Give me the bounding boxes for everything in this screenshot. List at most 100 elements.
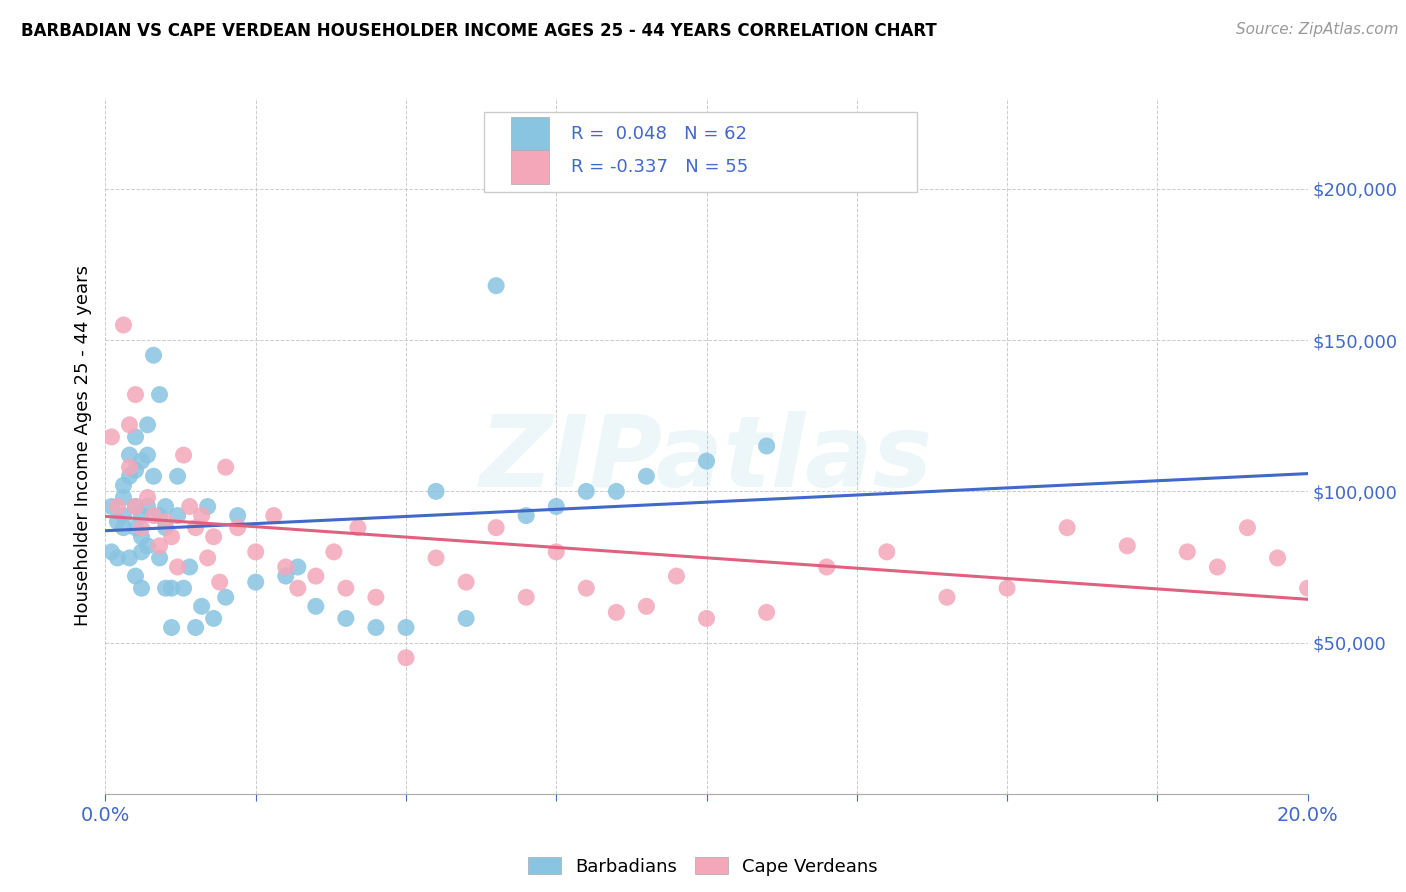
Point	[995, 581, 1018, 595]
Point	[131, 581, 153, 595]
Point	[118, 448, 141, 462]
Point	[274, 560, 297, 574]
Point	[124, 500, 146, 514]
Point	[190, 599, 212, 614]
Point	[546, 545, 568, 559]
Point	[364, 591, 387, 605]
Point	[515, 591, 537, 605]
Point	[575, 484, 598, 499]
Point	[124, 387, 146, 401]
Point	[636, 469, 658, 483]
Point	[485, 521, 508, 535]
Point	[208, 575, 231, 590]
Point	[179, 560, 201, 574]
Point	[190, 508, 212, 523]
Point	[1056, 521, 1078, 535]
Point	[364, 620, 387, 634]
Point	[131, 530, 153, 544]
Point	[124, 500, 146, 514]
Point	[1296, 581, 1319, 595]
Point	[936, 591, 959, 605]
Point	[166, 560, 188, 574]
Point	[395, 650, 418, 665]
Point	[136, 417, 159, 432]
Point	[148, 508, 170, 523]
Point	[575, 581, 598, 595]
Point	[107, 500, 129, 514]
Point	[1175, 545, 1198, 559]
Point	[118, 469, 141, 483]
Point	[124, 463, 146, 477]
Point	[124, 569, 146, 583]
Point	[1236, 521, 1258, 535]
Point	[173, 448, 195, 462]
Point	[184, 620, 207, 634]
Text: ZIPatlas: ZIPatlas	[479, 411, 934, 508]
Point	[202, 530, 225, 544]
Point	[131, 545, 153, 559]
Text: R = -0.337   N = 55: R = -0.337 N = 55	[571, 158, 748, 176]
Point	[136, 539, 159, 553]
Point	[335, 581, 357, 595]
Point	[160, 620, 183, 634]
Point	[118, 417, 141, 432]
Bar	[484, 112, 917, 192]
Point	[118, 460, 141, 475]
Point	[173, 581, 195, 595]
Point	[454, 611, 477, 625]
Point	[425, 484, 447, 499]
Point	[322, 545, 344, 559]
Point	[100, 500, 122, 514]
Point	[287, 560, 309, 574]
Point	[226, 508, 249, 523]
Point	[605, 606, 627, 620]
Point	[124, 521, 146, 535]
Point	[454, 575, 477, 590]
Point	[515, 508, 537, 523]
Point	[1267, 550, 1289, 565]
Point	[112, 508, 135, 523]
Point	[274, 569, 297, 583]
Point	[184, 521, 207, 535]
Point	[425, 550, 447, 565]
Point	[214, 460, 236, 475]
Point	[197, 500, 219, 514]
Point	[155, 581, 177, 595]
Bar	[510, 117, 548, 150]
Point	[876, 545, 898, 559]
Text: BARBADIAN VS CAPE VERDEAN HOUSEHOLDER INCOME AGES 25 - 44 YEARS CORRELATION CHAR: BARBADIAN VS CAPE VERDEAN HOUSEHOLDER IN…	[21, 22, 936, 40]
Point	[335, 611, 357, 625]
Point	[226, 521, 249, 535]
Point	[155, 515, 177, 529]
Point	[546, 500, 568, 514]
Point	[605, 484, 627, 499]
Point	[160, 581, 183, 595]
Point	[148, 387, 170, 401]
Point	[142, 469, 165, 483]
Bar	[510, 150, 548, 184]
Point	[197, 550, 219, 565]
Point	[136, 448, 159, 462]
Text: R =  0.048   N = 62: R = 0.048 N = 62	[571, 125, 747, 143]
Point	[112, 318, 135, 332]
Point	[179, 500, 201, 514]
Point	[118, 550, 141, 565]
Point	[263, 508, 285, 523]
Point	[136, 500, 159, 514]
Point	[155, 500, 177, 514]
Point	[142, 348, 165, 362]
Point	[160, 530, 183, 544]
Point	[166, 508, 188, 523]
Point	[131, 508, 153, 523]
Point	[305, 599, 328, 614]
Y-axis label: Householder Income Ages 25 - 44 years: Householder Income Ages 25 - 44 years	[73, 266, 91, 626]
Point	[107, 550, 129, 565]
Point	[214, 591, 236, 605]
Point	[1206, 560, 1229, 574]
Point	[347, 521, 370, 535]
Point	[696, 611, 718, 625]
Point	[142, 508, 165, 523]
Point	[815, 560, 838, 574]
Point	[245, 545, 267, 559]
Point	[155, 521, 177, 535]
